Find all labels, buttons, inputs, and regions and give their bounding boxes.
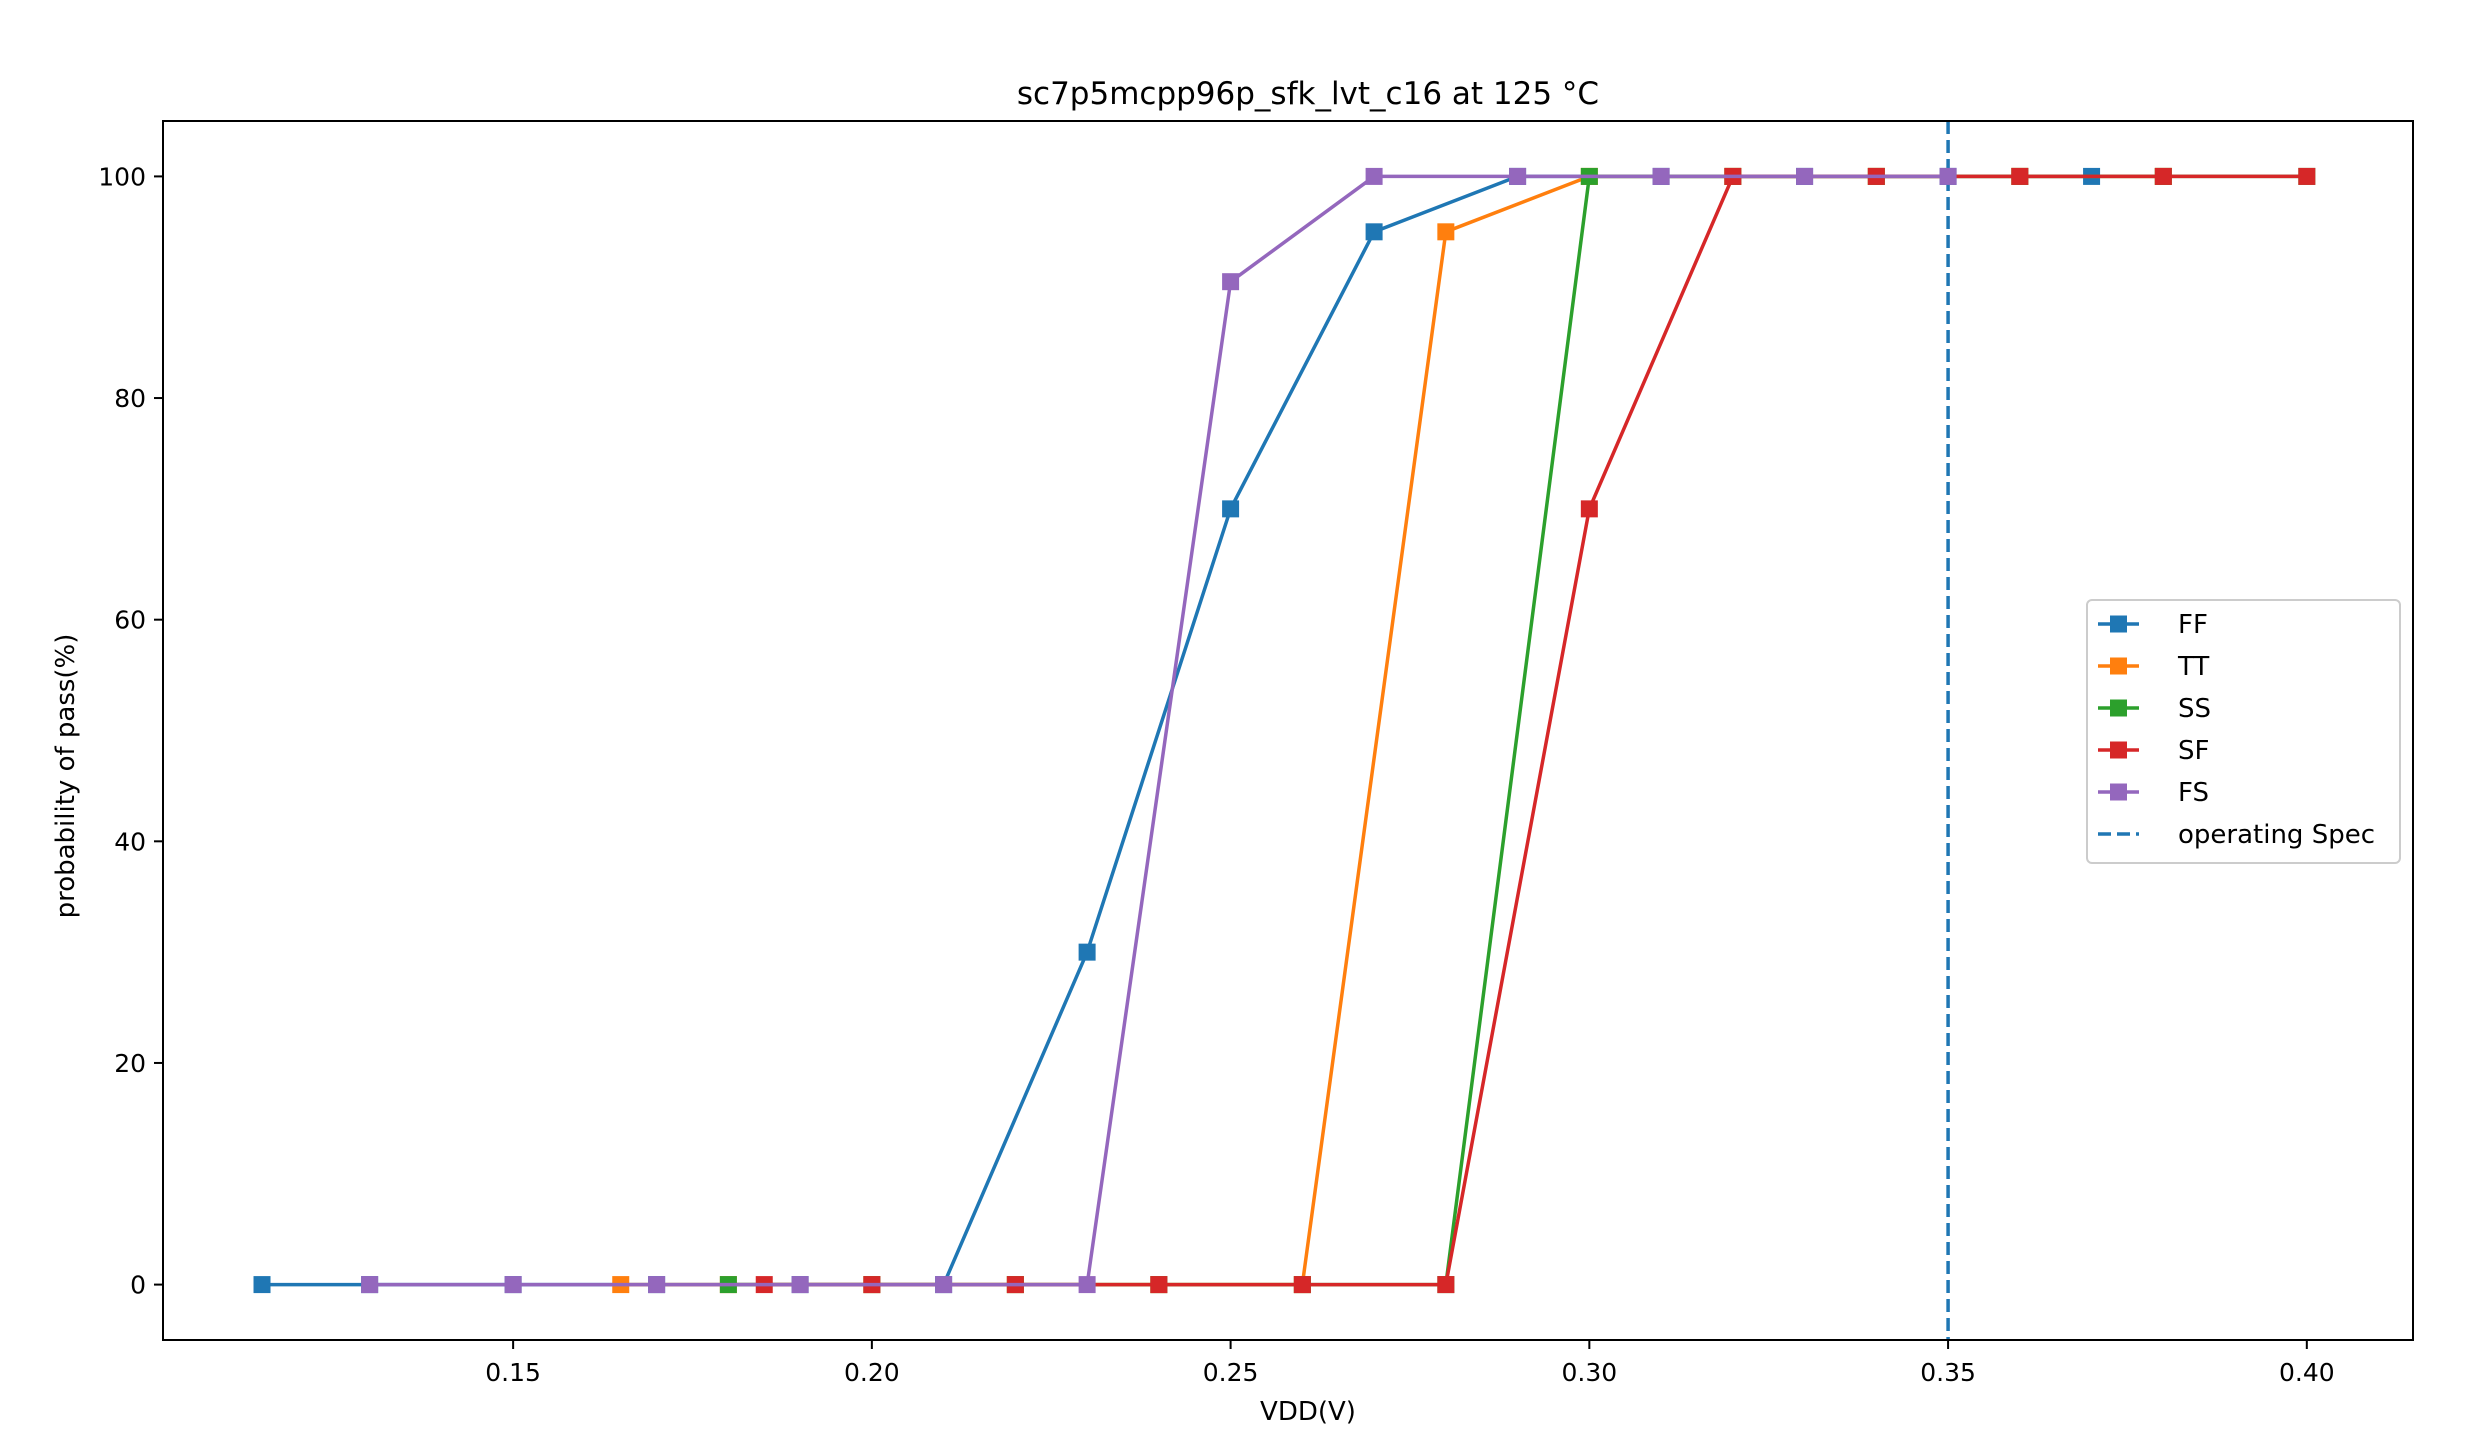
data-point-fs bbox=[1509, 167, 1527, 185]
legend-item-ss: SS bbox=[2098, 694, 2211, 724]
data-series bbox=[253, 167, 2316, 1294]
data-point-fs bbox=[504, 1276, 522, 1294]
data-point-fs bbox=[1939, 167, 1957, 185]
data-point-fs bbox=[648, 1276, 666, 1294]
series-fs bbox=[361, 167, 1957, 1294]
x-tick-label: 0.30 bbox=[1562, 1358, 1618, 1387]
data-point-sf bbox=[2298, 167, 2316, 185]
x-axis-label: VDD(V) bbox=[1260, 1397, 1356, 1427]
legend-item-sf: SF bbox=[2098, 736, 2209, 766]
legend-label: FS bbox=[2178, 778, 2209, 808]
data-point-fs bbox=[1222, 273, 1240, 291]
legend-label: SS bbox=[2178, 694, 2211, 724]
legend-label: TT bbox=[2177, 652, 2209, 682]
data-point-fs bbox=[1652, 167, 1670, 185]
data-point-ff bbox=[1222, 500, 1240, 518]
legend-swatch-marker bbox=[2110, 657, 2127, 675]
plot-frame bbox=[162, 120, 2414, 1341]
y-tick-label: 60 bbox=[114, 606, 146, 635]
x-tick-label: 0.25 bbox=[1203, 1358, 1259, 1387]
legend: FF TT SS SF FS operating Spec bbox=[2086, 599, 2401, 864]
legend-box bbox=[2086, 599, 2401, 864]
chart-title: sc7p5mcpp96p_sfk_lvt_c16 at 125 °C bbox=[1017, 76, 1599, 112]
data-point-sf bbox=[2011, 167, 2029, 185]
legend-label: operating Spec bbox=[2178, 820, 2375, 850]
data-point-sf bbox=[1580, 500, 1598, 518]
data-point-ff bbox=[253, 1276, 271, 1294]
data-point-fs bbox=[791, 1276, 809, 1294]
y-tick-label: 0 bbox=[130, 1271, 146, 1300]
data-point-sf bbox=[2154, 167, 2172, 185]
data-point-ff bbox=[1078, 943, 1096, 961]
legend-swatch-marker bbox=[2110, 699, 2127, 717]
legend-item-operating-spec: operating Spec bbox=[2098, 820, 2375, 850]
legend-label: SF bbox=[2178, 736, 2209, 766]
data-point-sf bbox=[1150, 1276, 1168, 1294]
y-axis-label: probability of pass(%) bbox=[51, 634, 81, 919]
data-point-fs bbox=[361, 1276, 379, 1294]
data-point-fs bbox=[935, 1276, 953, 1294]
y-tick-label: 100 bbox=[98, 162, 146, 191]
legend-swatch-marker bbox=[2110, 741, 2127, 759]
y-tick-label: 80 bbox=[114, 384, 146, 413]
axis-ticks: 0.15 0.20 0.25 0.30 0.35 0.40 0 20 40 60 80 100 bbox=[98, 162, 2334, 1387]
legend-item-fs: FS bbox=[2098, 778, 2209, 808]
x-tick-label: 0.20 bbox=[844, 1358, 900, 1387]
legend-label: FF bbox=[2178, 610, 2208, 640]
data-point-tt bbox=[1437, 223, 1455, 241]
y-tick-label: 20 bbox=[114, 1049, 146, 1078]
x-tick-label: 0.35 bbox=[1920, 1358, 1976, 1387]
series-line-fs bbox=[369, 174, 1949, 1287]
x-tick-label: 0.40 bbox=[2279, 1358, 2335, 1387]
data-point-sf bbox=[1437, 1276, 1455, 1294]
legend-swatch-marker bbox=[2110, 615, 2127, 633]
x-tick-label: 0.15 bbox=[485, 1358, 541, 1387]
data-point-fs bbox=[1078, 1276, 1096, 1294]
data-point-ff bbox=[1365, 223, 1383, 241]
y-tick-label: 40 bbox=[114, 827, 146, 856]
data-point-fs bbox=[1796, 167, 1814, 185]
data-point-fs bbox=[1365, 167, 1383, 185]
legend-swatch-marker bbox=[2110, 783, 2127, 801]
data-point-sf bbox=[1293, 1276, 1311, 1294]
legend-item-tt: TT bbox=[2098, 652, 2209, 682]
legend-item-ff: FF bbox=[2098, 610, 2208, 640]
